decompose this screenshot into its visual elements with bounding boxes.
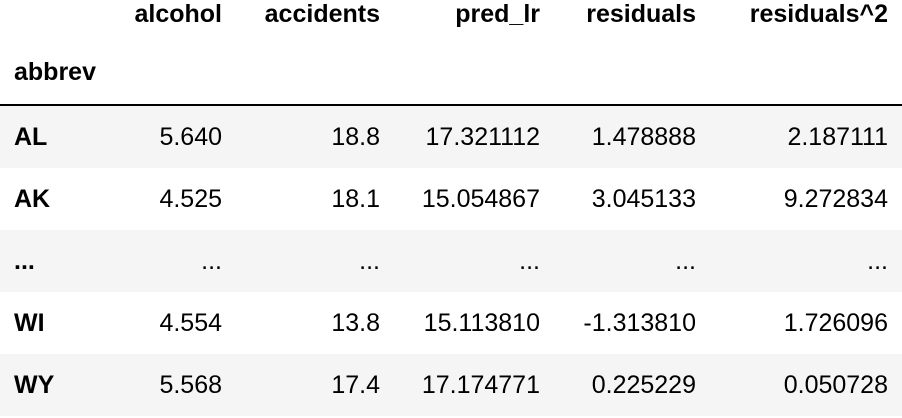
index-name-spacer (710, 40, 902, 106)
index-name-spacer (394, 40, 554, 106)
index-name-row: abbrev (0, 40, 902, 106)
row-index-label: AK (14, 184, 51, 213)
cell-residuals-squared: 9.272834 (783, 184, 888, 213)
column-header-residuals-squared: residuals^2 (749, 0, 888, 28)
column-header-residuals: residuals (586, 0, 696, 28)
cell-residuals: 1.478888 (591, 122, 696, 151)
column-header-row: alcohol accidents pred_lr residuals resi… (0, 0, 902, 40)
index-name-spacer (554, 40, 710, 106)
cell-alcohol: 5.568 (159, 370, 222, 399)
table-row: WI 4.554 13.8 15.113810 -1.313810 1.7260… (0, 292, 902, 354)
cell-accidents: ... (359, 246, 380, 275)
cell-residuals: ... (675, 246, 696, 275)
cell-residuals: 3.045133 (591, 184, 696, 213)
cell-pred-lr: 17.321112 (425, 122, 540, 151)
cell-accidents: 17.4 (331, 370, 380, 399)
cell-residuals-squared: 2.187111 (787, 122, 888, 151)
column-header-accidents: accidents (264, 0, 380, 28)
column-header-alcohol: alcohol (134, 0, 222, 28)
table-row: WY 5.568 17.4 17.174771 0.225229 0.05072… (0, 354, 902, 416)
table-body: AL 5.640 18.8 17.321112 1.478888 2.18711… (0, 105, 902, 416)
column-header-pred-lr: pred_lr (455, 0, 540, 28)
cell-alcohol: 5.640 (159, 122, 222, 151)
index-name-label: abbrev (0, 40, 118, 106)
cell-pred-lr: 17.174771 (421, 370, 540, 399)
cell-pred-lr: ... (519, 246, 540, 275)
cell-residuals-squared: 0.050728 (783, 370, 888, 399)
table-row: AK 4.525 18.1 15.054867 3.045133 9.27283… (0, 168, 902, 230)
index-name-spacer (236, 40, 394, 106)
row-index-label: AL (14, 122, 48, 151)
table-row-ellipsis: ... ... ... ... ... ... (0, 230, 902, 292)
cell-accidents: 18.8 (331, 122, 380, 151)
cell-residuals-squared: 1.726096 (783, 308, 888, 337)
corner-cell (0, 0, 118, 40)
cell-pred-lr: 15.113810 (423, 308, 540, 337)
cell-alcohol: ... (201, 246, 222, 275)
cell-accidents: 13.8 (331, 308, 380, 337)
cell-residuals: -1.313810 (583, 308, 696, 337)
cell-accidents: 18.1 (331, 184, 380, 213)
cell-alcohol: 4.554 (159, 308, 222, 337)
cell-alcohol: 4.525 (159, 184, 222, 213)
row-index-label: ... (14, 246, 35, 275)
cell-pred-lr: 15.054867 (421, 184, 540, 213)
row-index-label: WI (14, 308, 45, 337)
cell-residuals: 0.225229 (591, 370, 696, 399)
index-name-spacer (118, 40, 236, 106)
cell-residuals-squared: ... (867, 246, 888, 275)
table-row: AL 5.640 18.8 17.321112 1.478888 2.18711… (0, 105, 902, 168)
table-header: alcohol accidents pred_lr residuals resi… (0, 0, 902, 106)
row-index-label: WY (14, 370, 55, 399)
